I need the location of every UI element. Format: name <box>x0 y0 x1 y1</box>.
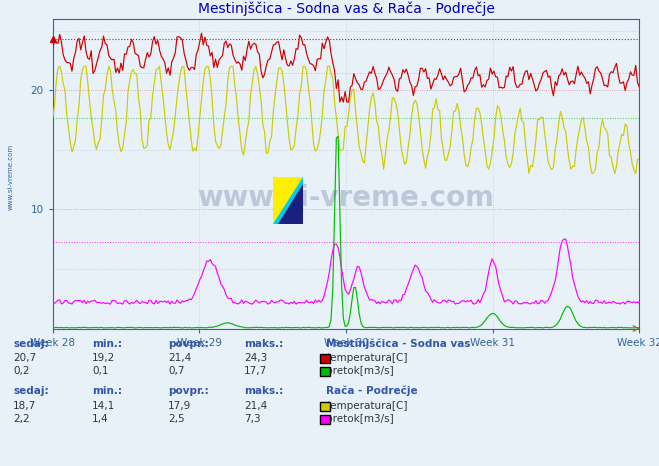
Text: 21,4: 21,4 <box>168 353 191 363</box>
Text: www.si-vreme.com: www.si-vreme.com <box>8 144 14 210</box>
Text: povpr.:: povpr.: <box>168 386 209 396</box>
Text: pretok[m3/s]: pretok[m3/s] <box>326 366 394 376</box>
Polygon shape <box>273 177 303 224</box>
Text: 20,7: 20,7 <box>13 353 36 363</box>
Text: 0,7: 0,7 <box>168 366 185 376</box>
Text: 1,4: 1,4 <box>92 414 109 424</box>
Text: temperatura[C]: temperatura[C] <box>326 401 408 411</box>
Text: 2,2: 2,2 <box>13 414 30 424</box>
Text: 18,7: 18,7 <box>13 401 36 411</box>
Text: 0,2: 0,2 <box>13 366 30 376</box>
Text: 21,4: 21,4 <box>244 401 267 411</box>
Text: pretok[m3/s]: pretok[m3/s] <box>326 414 394 424</box>
Text: sedaj:: sedaj: <box>13 386 49 396</box>
Text: 24,3: 24,3 <box>244 353 267 363</box>
Text: 17,7: 17,7 <box>244 366 267 376</box>
Text: Rača - Podrečje: Rača - Podrečje <box>326 385 418 396</box>
Text: maks.:: maks.: <box>244 386 283 396</box>
Text: 0,1: 0,1 <box>92 366 109 376</box>
Text: Mestinjščica - Sodna vas: Mestinjščica - Sodna vas <box>326 339 471 349</box>
Text: 17,9: 17,9 <box>168 401 191 411</box>
Title: Mestinjščica - Sodna vas & Rača - Podrečje: Mestinjščica - Sodna vas & Rača - Podreč… <box>198 1 494 16</box>
Text: 14,1: 14,1 <box>92 401 115 411</box>
Polygon shape <box>278 184 303 224</box>
Text: sedaj:: sedaj: <box>13 339 49 349</box>
Text: povpr.:: povpr.: <box>168 339 209 349</box>
Text: 19,2: 19,2 <box>92 353 115 363</box>
Text: min.:: min.: <box>92 386 123 396</box>
Text: temperatura[C]: temperatura[C] <box>326 353 408 363</box>
Text: 2,5: 2,5 <box>168 414 185 424</box>
Polygon shape <box>273 177 303 224</box>
Text: min.:: min.: <box>92 339 123 349</box>
Text: maks.:: maks.: <box>244 339 283 349</box>
Text: 7,3: 7,3 <box>244 414 260 424</box>
Text: www.si-vreme.com: www.si-vreme.com <box>198 185 494 212</box>
